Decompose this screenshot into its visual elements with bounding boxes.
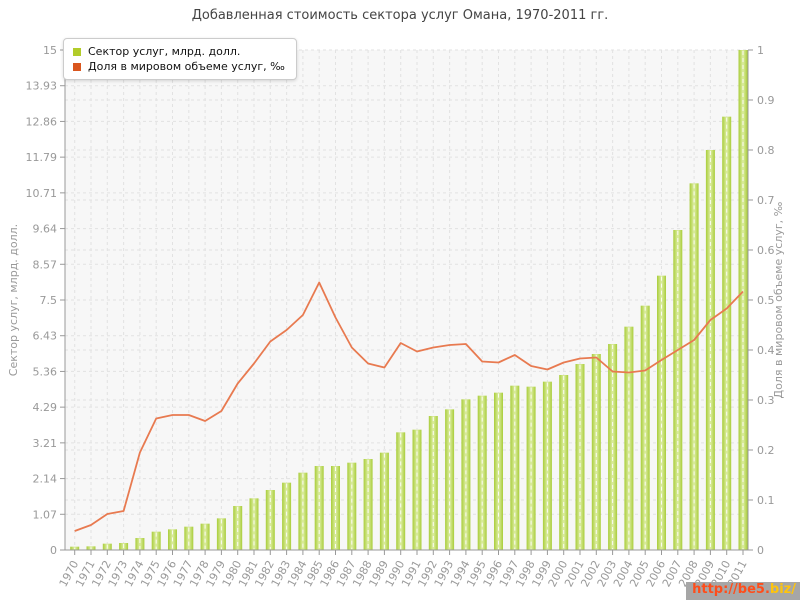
legend-box: Сектор услуг, млрд. долл. Доля в мировом…	[63, 38, 297, 80]
left-tick-label: 1.07	[33, 508, 58, 521]
bars-group	[70, 50, 748, 551]
bar	[591, 354, 601, 550]
legend-item-bars: Сектор услуг, млрд. долл.	[73, 44, 285, 59]
legend-label-line: Доля в мировом объеме услуг, ‰	[88, 60, 285, 73]
bar	[331, 466, 340, 550]
bar	[282, 482, 292, 550]
chart-title: Добавленная стоимость сектора услуг Оман…	[191, 8, 609, 23]
watermark-suffix: biz/	[769, 582, 796, 597]
legend-label-bars: Сектор услуг, млрд. долл.	[88, 45, 241, 58]
right-tick-label: 0.5	[757, 294, 775, 307]
bar	[542, 381, 552, 550]
left-tick-label: 12.86	[26, 115, 58, 128]
bar	[135, 538, 145, 550]
right-tick-label: 0.7	[757, 194, 775, 207]
right-tick-label: 0.1	[757, 494, 775, 507]
left-tick-label: 0	[50, 544, 57, 557]
right-tick-label: 0.9	[757, 94, 775, 107]
left-tick-label: 4.29	[33, 401, 58, 414]
bar	[461, 399, 471, 550]
right-tick-label: 0.6	[757, 244, 775, 257]
left-tick-label: 6.43	[33, 330, 58, 343]
right-axis-title: Доля в мировом объеме услуг, ‰	[772, 201, 785, 399]
left-tick-label: 15	[43, 44, 57, 57]
left-tick-label: 13.93	[26, 80, 58, 93]
legend-item-line: Доля в мировом объеме услуг, ‰	[73, 59, 285, 74]
watermark-link[interactable]: http://be5.biz/	[686, 582, 800, 600]
left-tick-label: 3.21	[33, 437, 58, 450]
left-tick-label: 2.14	[33, 473, 58, 486]
right-tick-label: 0.3	[757, 394, 775, 407]
left-tick-label: 8.57	[33, 258, 58, 271]
tick-labels-group: 01.072.143.214.295.366.437.58.579.6410.7…	[26, 44, 775, 589]
right-tick-label: 0.4	[757, 344, 775, 357]
bar	[379, 452, 389, 550]
bar	[510, 385, 520, 550]
watermark-prefix: http://be5.	[692, 582, 770, 597]
bar	[477, 395, 487, 550]
right-tick-label: 0.2	[757, 444, 775, 457]
bar-series-swatch-icon	[73, 47, 81, 56]
bar	[314, 466, 324, 550]
left-tick-label: 10.71	[26, 187, 58, 200]
left-tick-label: 7.5	[40, 294, 58, 307]
bar	[445, 409, 455, 550]
bar	[624, 326, 634, 550]
axes-group	[60, 49, 753, 555]
right-tick-label: 0	[757, 544, 764, 557]
bar	[200, 523, 210, 550]
right-tick-label: 1	[757, 44, 764, 57]
bar	[722, 116, 732, 551]
bar	[673, 230, 683, 550]
line-series-swatch-icon	[73, 62, 81, 71]
left-tick-label: 11.79	[26, 151, 58, 164]
right-tick-label: 0.8	[757, 144, 775, 157]
left-axis-title: Сектор услуг, млрд. долл.	[7, 223, 20, 377]
share-line	[74, 281, 744, 532]
plot-background	[65, 50, 748, 550]
left-tick-label: 9.64	[33, 223, 58, 236]
left-tick-label: 5.36	[33, 365, 58, 378]
